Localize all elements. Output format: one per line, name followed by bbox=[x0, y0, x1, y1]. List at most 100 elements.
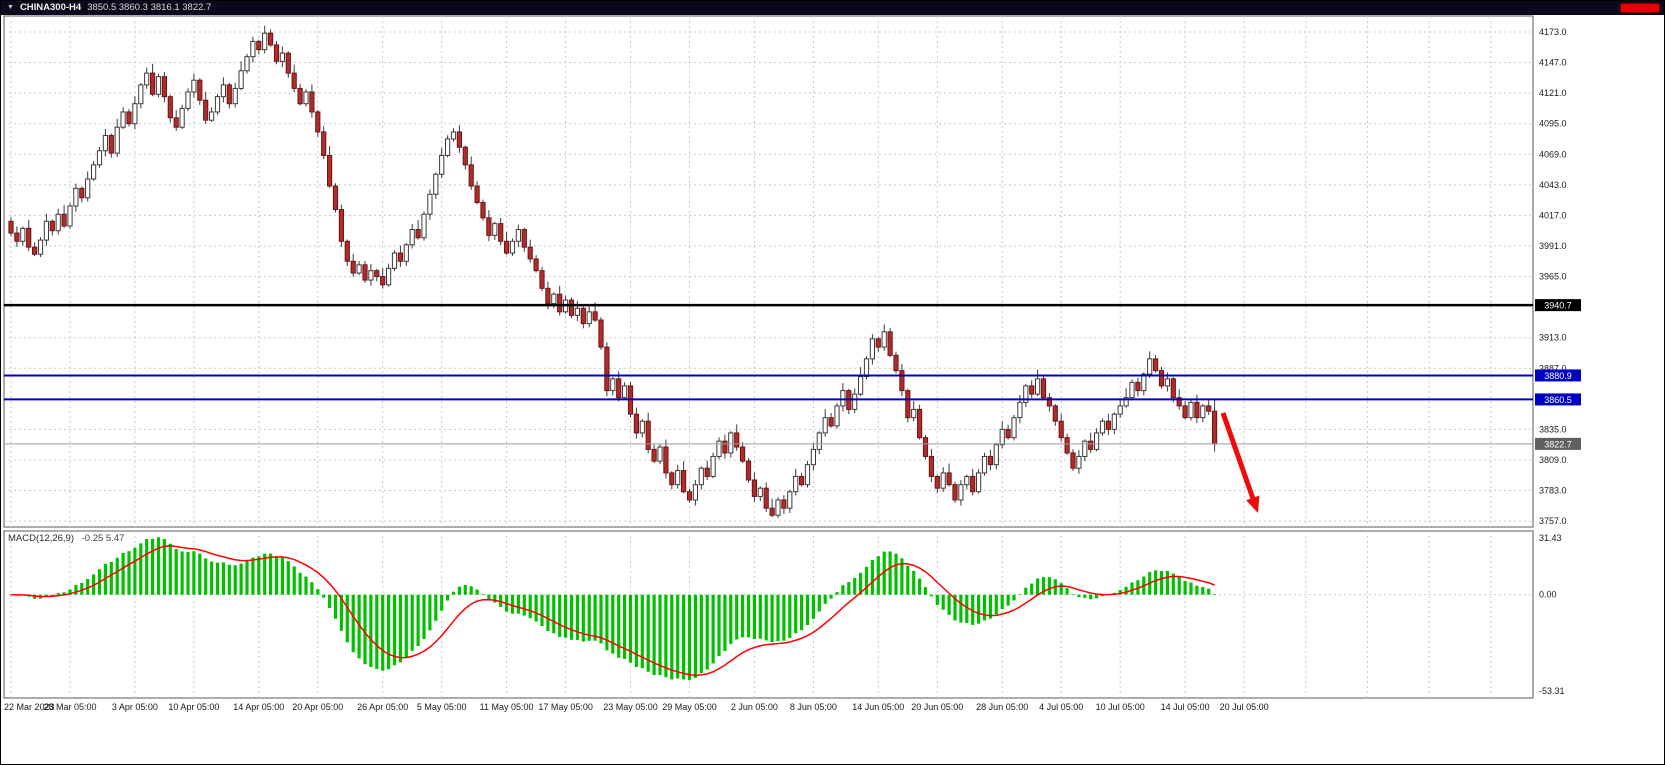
macd-histogram-bar bbox=[475, 589, 479, 595]
macd-histogram-bar bbox=[788, 594, 792, 638]
macd-histogram-bar bbox=[428, 594, 432, 631]
price-tick-label: 3835.0 bbox=[1539, 424, 1567, 434]
bear-candle bbox=[987, 455, 993, 466]
macd-histogram-bar bbox=[923, 587, 928, 595]
bear-candle bbox=[828, 417, 834, 427]
macd-signal-line bbox=[10, 545, 1215, 677]
bull-candle bbox=[1200, 405, 1206, 419]
bear-candle bbox=[150, 72, 156, 95]
bull-candle bbox=[1123, 397, 1129, 407]
macd-histogram-bar bbox=[593, 594, 597, 641]
bull-candle bbox=[999, 428, 1005, 446]
macd-histogram-bar bbox=[947, 594, 951, 615]
bull-candle bbox=[858, 375, 864, 395]
symbol-dropdown-icon[interactable]: ▼ bbox=[7, 4, 14, 11]
bull-candle bbox=[114, 126, 120, 154]
price-tick-label: 3913.0 bbox=[1539, 333, 1567, 343]
macd-histogram-bar bbox=[776, 594, 780, 642]
bear-candle bbox=[970, 475, 976, 493]
macd-histogram-bar bbox=[463, 584, 467, 595]
macd-histogram-bar bbox=[186, 551, 190, 595]
bear-candle bbox=[751, 479, 757, 497]
macd-histogram-bar bbox=[1018, 594, 1022, 596]
bear-candle bbox=[663, 446, 669, 474]
macd-histogram-bar bbox=[528, 594, 532, 619]
bull-candle bbox=[869, 338, 875, 360]
titlebar-red-button[interactable] bbox=[1620, 3, 1660, 13]
trend-arrow-shaft[interactable] bbox=[1220, 412, 1258, 507]
date-label: 2 Jun 05:00 bbox=[731, 702, 778, 712]
macd-histogram-bar bbox=[310, 582, 314, 595]
macd-histogram-bar bbox=[286, 561, 290, 595]
macd-histogram-bar bbox=[62, 592, 66, 595]
bull-candle bbox=[250, 40, 256, 58]
bull-candle bbox=[657, 446, 663, 462]
macd-histogram-bar bbox=[457, 586, 461, 595]
macd-histogram-bar bbox=[558, 594, 562, 637]
macd-histogram-bar bbox=[1183, 580, 1187, 595]
bull-candle bbox=[1129, 381, 1135, 399]
bear-candle bbox=[722, 440, 728, 454]
price-tick-label: 3965.0 bbox=[1539, 272, 1567, 282]
macd-histogram-bar bbox=[929, 594, 933, 597]
macd-histogram-bar bbox=[575, 594, 579, 641]
date-label: 3 Apr 05:00 bbox=[112, 702, 158, 712]
bear-candle bbox=[332, 185, 339, 211]
macd-histogram-bar bbox=[1154, 570, 1158, 595]
macd-histogram-bar bbox=[1159, 571, 1164, 595]
macd-histogram-bar bbox=[912, 570, 916, 595]
macd-histogram-bar bbox=[682, 594, 686, 680]
macd-histogram-bar bbox=[1201, 586, 1205, 595]
price-tick-label: 4095.0 bbox=[1539, 119, 1567, 129]
macd-histogram-bar bbox=[522, 594, 526, 616]
bear-candle bbox=[740, 446, 746, 462]
macd-histogram-bar bbox=[977, 594, 981, 624]
date-label: 10 Jul 05:00 bbox=[1096, 702, 1145, 712]
macd-histogram-bar bbox=[316, 589, 320, 595]
bull-candle bbox=[509, 240, 516, 254]
macd-histogram-bar bbox=[941, 594, 945, 610]
macd-histogram-bar bbox=[422, 594, 426, 639]
bull-candle bbox=[386, 267, 392, 286]
macd-tick-label: -53.31 bbox=[1539, 686, 1565, 696]
macd-histogram-bar bbox=[599, 594, 603, 644]
price-tick-label: 3783.0 bbox=[1539, 486, 1567, 496]
macd-histogram-bar bbox=[581, 594, 585, 642]
bear-candle bbox=[8, 220, 14, 234]
bull-candle bbox=[439, 154, 445, 175]
bull-candle bbox=[1141, 373, 1147, 392]
date-label: 8 Jun 05:00 bbox=[790, 702, 837, 712]
bear-candle bbox=[14, 232, 20, 242]
macd-histogram-bar bbox=[410, 594, 414, 651]
bear-candle bbox=[362, 264, 368, 281]
bear-candle bbox=[173, 117, 179, 128]
macd-histogram-bar bbox=[658, 594, 662, 676]
bear-candle bbox=[1194, 401, 1200, 419]
bear-candle bbox=[1182, 405, 1188, 419]
bull-candle bbox=[279, 52, 285, 62]
price-tick-label: 4147.0 bbox=[1539, 58, 1567, 68]
bear-candle bbox=[344, 240, 350, 262]
bear-candle bbox=[226, 84, 232, 105]
bear-candle bbox=[315, 111, 321, 133]
bear-candle bbox=[1135, 381, 1141, 392]
trend-arrow-head[interactable] bbox=[1246, 495, 1260, 513]
macd-histogram-bar bbox=[841, 585, 845, 595]
bear-candle bbox=[769, 507, 775, 516]
macd-histogram-bar bbox=[552, 594, 556, 634]
macd-histogram-bar bbox=[180, 551, 184, 595]
macd-panel[interactable] bbox=[3, 530, 1534, 699]
bull-candle bbox=[421, 213, 427, 239]
macd-histogram-bar bbox=[1189, 582, 1193, 595]
macd-histogram-bar bbox=[174, 549, 178, 595]
macd-histogram-bar bbox=[1071, 594, 1075, 595]
bear-candle bbox=[397, 252, 403, 262]
bull-candle bbox=[356, 264, 362, 274]
date-label: 4 Jul 05:00 bbox=[1039, 702, 1083, 712]
macd-histogram-bar bbox=[56, 592, 60, 595]
date-label: 29 May 05:00 bbox=[662, 702, 717, 712]
bear-candle bbox=[108, 134, 114, 154]
bull-candle bbox=[993, 444, 999, 466]
macd-histogram-bar bbox=[322, 594, 326, 598]
bull-candle bbox=[427, 193, 433, 215]
